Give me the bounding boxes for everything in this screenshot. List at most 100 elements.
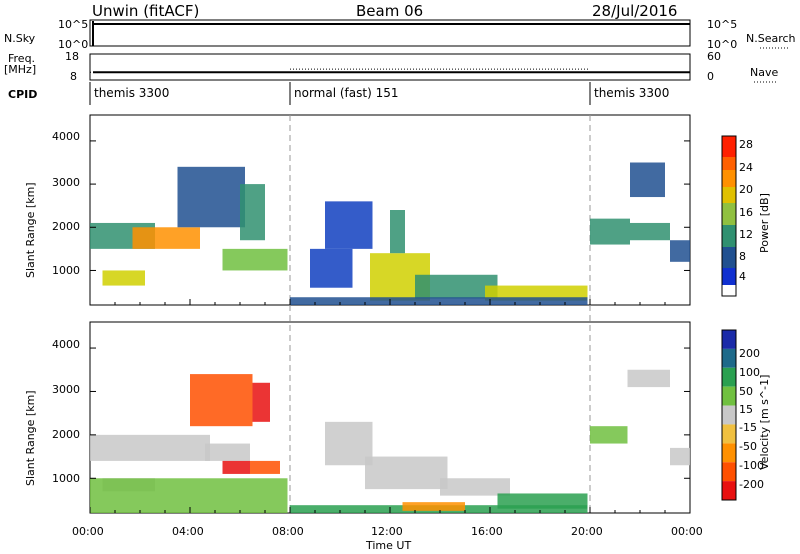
- vel-cb-tick-m15: -15: [739, 421, 757, 434]
- cpid-label: CPID: [8, 88, 38, 101]
- velocity-region-7: [90, 478, 288, 513]
- xtick-4: 16:00: [471, 525, 503, 538]
- nsky-tick-top: 10^5: [58, 18, 89, 31]
- freq-tick-top: 18: [65, 50, 79, 63]
- cpid-mode-3: themis 3300: [594, 86, 670, 100]
- velocity-cb-label: Velocity [m s^-1]: [758, 374, 771, 470]
- velocity-region-14: [590, 426, 628, 444]
- velocity-region-9: [365, 456, 448, 490]
- aux-traces: [90, 21, 790, 83]
- xtick-2: 08:00: [272, 525, 304, 538]
- power-cb-band-2: [722, 170, 736, 187]
- velocity-cb-band-2: [722, 367, 736, 387]
- velocity-region-10: [440, 478, 510, 496]
- power-cb-band-6: [722, 247, 736, 268]
- power-region-2: [132, 227, 200, 249]
- velocity-region-2: [205, 443, 250, 461]
- velocity-region-3: [190, 374, 253, 427]
- vel-cb-tick-100: 100: [739, 366, 760, 379]
- velocity-region-4: [222, 460, 250, 474]
- vel-cb-tick-m200: -200: [739, 478, 764, 491]
- xtick-0: 00:00: [72, 525, 104, 538]
- nave-tick-bottom: 0: [707, 70, 714, 83]
- cpid-mode-1: themis 3300: [94, 86, 170, 100]
- colorbars: [721, 135, 737, 501]
- power-region-3: [177, 166, 245, 228]
- power-ytick-1000: 1000: [52, 264, 80, 277]
- xaxis-label: Time UT: [366, 539, 412, 552]
- velocity-ytick-1000: 1000: [52, 472, 80, 485]
- velocity-region-11: [497, 493, 588, 509]
- power-cb-tick-4: 4: [739, 270, 746, 283]
- velocity-cb-band-3: [722, 386, 736, 406]
- velocity-cb-band-6: [722, 443, 736, 463]
- velocity-heatmap: [90, 369, 690, 513]
- velocity-region-13: [402, 502, 465, 511]
- freq-unit-label: [MHz]: [4, 63, 37, 76]
- power-cb-tick-8: 8: [739, 250, 746, 263]
- velocity-region-6: [252, 382, 270, 422]
- vel-cb-tick-50: 50: [739, 385, 753, 398]
- radar-title: Unwin (fitACF): [92, 2, 200, 20]
- velocity-region-15: [627, 369, 670, 388]
- power-region-10: [415, 274, 498, 299]
- power-ytick-3000: 3000: [52, 176, 80, 189]
- power-ytick-2000: 2000: [52, 220, 80, 233]
- power-region-9: [390, 210, 405, 254]
- power-cb-tick-20: 20: [739, 183, 753, 196]
- freq-label: Freq.: [8, 52, 36, 65]
- nave-label: Nave: [750, 66, 779, 79]
- power-cb-band-4: [722, 203, 736, 225]
- velocity-ytick-4000: 4000: [52, 338, 80, 351]
- power-region-11: [485, 285, 588, 301]
- power-cb-band-7: [722, 268, 736, 285]
- vel-cb-tick-m50: -50: [739, 440, 757, 453]
- velocity-region-8: [325, 421, 373, 466]
- power-ylabel: Slant Range [km]: [24, 182, 37, 278]
- freq-panel: [89, 53, 691, 81]
- nsky-tick-bottom: 10^0: [58, 38, 89, 51]
- velocity-region-5: [250, 460, 280, 474]
- xtick-3: 12:00: [371, 525, 403, 538]
- power-ytick-4000: 4000: [52, 130, 80, 143]
- xtick-1: 04:00: [172, 525, 204, 538]
- power-cb-band-3: [722, 187, 736, 203]
- power-cb-tick-24: 24: [739, 161, 753, 174]
- power-region-7: [325, 201, 373, 249]
- power-region-15: [630, 162, 665, 198]
- velocity-ylabel: Slant Range [km]: [24, 390, 37, 486]
- date-title: 28/Jul/2016: [592, 2, 678, 20]
- vel-cb-tick-15: 15: [739, 403, 753, 416]
- vel-cb-tick-200: 200: [739, 347, 760, 360]
- power-cb-tick-12: 12: [739, 228, 753, 241]
- velocity-ytick-3000: 3000: [52, 383, 80, 396]
- velocity-cb-band-5: [722, 424, 736, 444]
- velocity-cb-band-0: [722, 330, 736, 349]
- xtick-6: 00:00: [671, 525, 703, 538]
- cpid-mode-2: normal (fast) 151: [294, 86, 399, 100]
- xtick-5: 20:00: [571, 525, 603, 538]
- nsky-panel: [89, 19, 691, 47]
- nsearch-tick-bottom: 10^0: [707, 38, 738, 51]
- velocity-region-0: [90, 434, 210, 461]
- velocity-cb-band-7: [722, 462, 736, 482]
- power-cb-band-1: [722, 157, 736, 170]
- velocity-cb-band-1: [722, 348, 736, 368]
- power-region-16: [670, 240, 690, 262]
- velocity-cb-frame: [721, 329, 737, 501]
- power-cb-frame: [721, 135, 737, 297]
- power-cb-tick-28: 28: [739, 138, 753, 151]
- velocity-cb-band-4: [722, 405, 736, 425]
- velocity-region-16: [670, 447, 690, 466]
- freq-tick-bottom: 8: [70, 70, 77, 83]
- nsky-label: N.Sky: [4, 32, 36, 45]
- power-region-13: [590, 218, 630, 245]
- nsearch-tick-top: 10^5: [707, 18, 738, 31]
- power-region-6: [310, 248, 353, 288]
- nave-tick-top: 60: [707, 50, 721, 63]
- power-cb-band-0: [722, 136, 736, 157]
- power-cb-label: Power [dB]: [758, 193, 771, 253]
- power-region-5: [240, 184, 265, 241]
- power-region-1: [102, 270, 145, 286]
